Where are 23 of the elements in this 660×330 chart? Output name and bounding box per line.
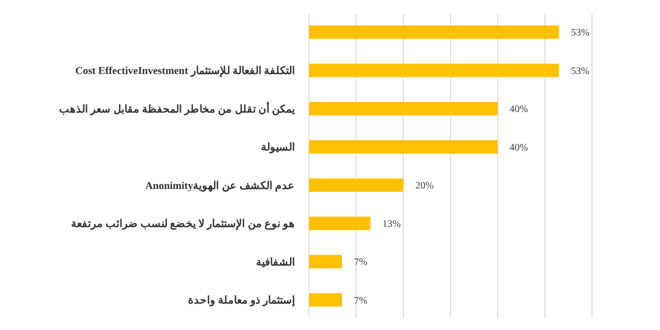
- data-label: 20%: [415, 180, 434, 192]
- bar: [309, 178, 404, 192]
- bar: [309, 64, 559, 78]
- data-label: 40%: [510, 142, 528, 154]
- y-tick-label: الشفافية: [256, 256, 295, 268]
- data-label: 53%: [570, 28, 590, 39]
- bar: [309, 216, 370, 230]
- bar: [309, 102, 498, 116]
- data-label: 40%: [510, 104, 528, 116]
- y-tick-label: عدم الكشف عن الهويةAnonimity: [145, 180, 295, 192]
- y-tick-label: يمكن أن تقلل من مخاطر المحفظة مقابل سعر الذهب: [59, 101, 295, 116]
- bar: [309, 25, 559, 39]
- bar: [309, 293, 342, 307]
- y-tick-label: إستثمار ذو معاملة واحدة: [188, 294, 295, 308]
- y-tick-label: السيولة: [261, 142, 295, 154]
- bar: [309, 140, 498, 154]
- y-tick-label: التكلفة الفعالة للإستثمار Cost EffectiveInvestment: [75, 65, 295, 78]
- data-label: 53%: [570, 66, 590, 77]
- data-label: 7%: [354, 295, 368, 306]
- y-tick-label: هو نوع من الإستثمار لا يخضع لنسب ضرائب مرتفعة: [71, 218, 295, 232]
- bar: [309, 254, 342, 268]
- data-label: 7%: [354, 257, 368, 268]
- data-label: 13%: [382, 218, 401, 230]
